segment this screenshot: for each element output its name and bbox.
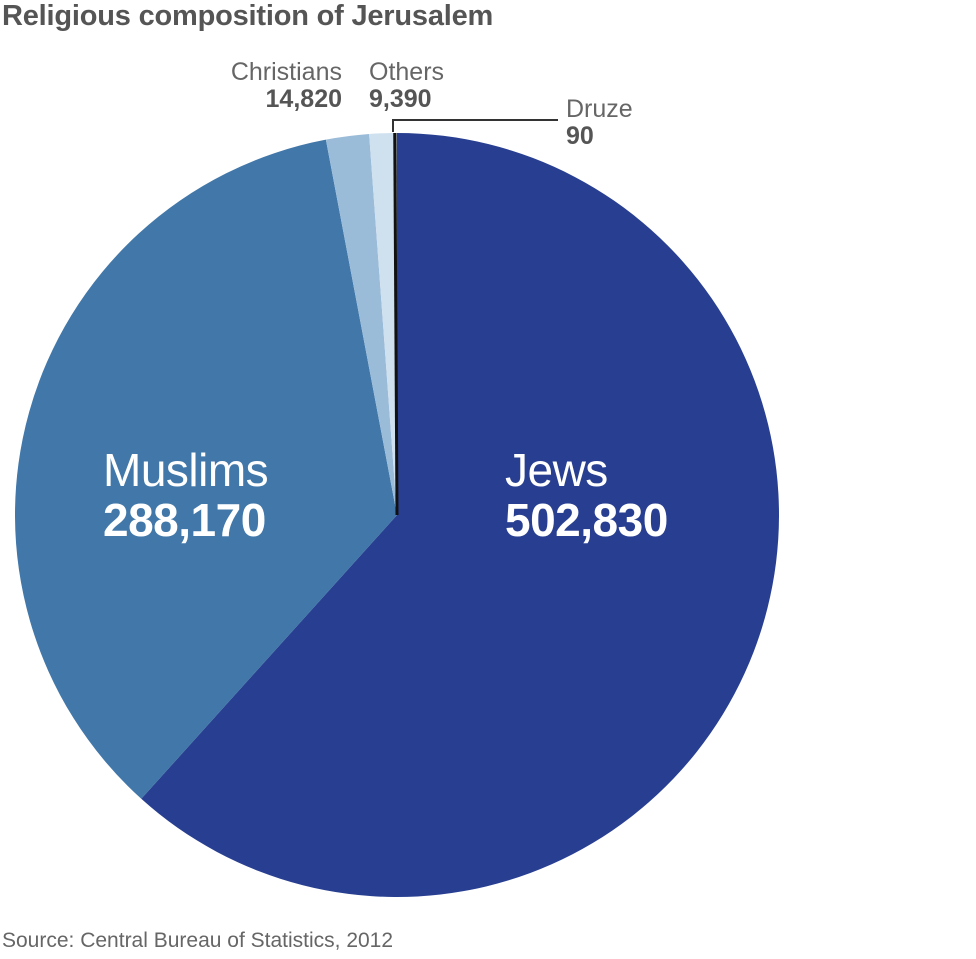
chart-title: Religious composition of Jerusalem: [2, 0, 494, 32]
pie-slice-druze-marker: [393, 132, 399, 516]
source-note: Source: Central Bureau of Statistics, 20…: [2, 929, 394, 952]
pie-slice-muslims: [14, 139, 397, 799]
label-druze-name: Druze: [566, 95, 633, 123]
label-others-value: 9,390: [369, 85, 432, 113]
label-muslims-name: Muslims: [103, 444, 269, 496]
label-others: Others 9,390: [369, 60, 444, 112]
pie-slice-christians: [325, 134, 397, 515]
label-christians-name: Christians: [230, 58, 342, 86]
pie-slice-others: [369, 133, 397, 515]
druze-leader-line: [392, 119, 558, 132]
label-muslims-value: 288,170: [103, 494, 266, 546]
label-christians-value: 14,820: [265, 85, 342, 113]
label-christians: Christians 14,820: [212, 60, 342, 112]
pie-slice-jews: [141, 133, 779, 897]
label-jews: Jews 502,830: [505, 447, 668, 543]
label-jews-name: Jews: [505, 444, 608, 496]
label-others-name: Others: [369, 58, 445, 86]
label-muslims: Muslims 288,170: [103, 444, 269, 546]
label-druze-value: 90: [566, 122, 594, 150]
label-druze: Druze 90: [566, 97, 633, 149]
pie-slices: [14, 132, 779, 897]
label-jews-value: 502,830: [505, 494, 668, 546]
